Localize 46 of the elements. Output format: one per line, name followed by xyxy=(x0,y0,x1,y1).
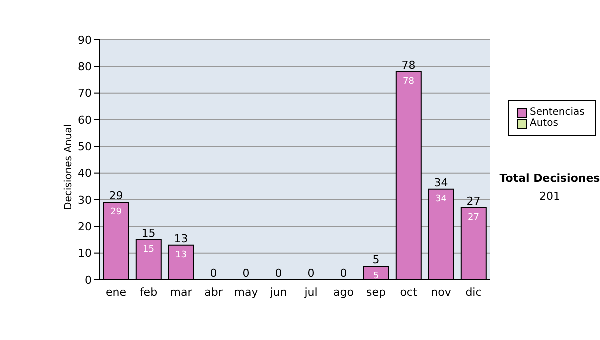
total-label: 0 xyxy=(308,267,315,280)
y-tick-label: 0 xyxy=(85,274,92,287)
total-label: 78 xyxy=(402,59,416,72)
x-tick-label: abr xyxy=(204,286,224,299)
x-tick-label: dic xyxy=(466,286,482,299)
y-tick-label: 30 xyxy=(78,194,92,207)
x-tick-label: sep xyxy=(366,286,386,299)
data-label: 15 xyxy=(143,245,154,255)
data-label: 5 xyxy=(373,272,380,282)
y-tick-label: 50 xyxy=(78,140,92,154)
x-tick-label: may xyxy=(234,286,259,299)
total-label: 13 xyxy=(174,232,188,246)
legend-label: Autos xyxy=(530,118,558,129)
total-label: 5 xyxy=(372,254,380,267)
y-tick-label: 20 xyxy=(78,220,92,234)
x-tick-label: mar xyxy=(170,286,193,299)
total-label: 27 xyxy=(466,195,481,208)
total-label: 0 xyxy=(242,267,250,280)
total-label: 0 xyxy=(210,267,218,280)
data-label: 13 xyxy=(176,250,187,260)
text: 201 xyxy=(538,190,562,203)
total-label: 34 xyxy=(434,176,448,190)
data-label: 27 xyxy=(468,213,480,223)
x-tick-label: oct xyxy=(400,286,418,299)
y-tick-label: 90 xyxy=(78,34,92,47)
x-tick-label: ene xyxy=(106,286,127,299)
x-tick-label: ago xyxy=(334,286,354,299)
total-label: 29 xyxy=(109,190,124,203)
data-label: 34 xyxy=(436,194,448,204)
y-axis-title: Decisiones Anual xyxy=(64,124,75,210)
y-tick-label: 80 xyxy=(78,60,92,74)
y-tick-label: 60 xyxy=(78,114,92,127)
data-label: 29 xyxy=(110,208,122,218)
x-tick-label: jun xyxy=(269,286,288,299)
total-label: 0 xyxy=(340,267,348,280)
x-tick-label: nov xyxy=(431,286,452,299)
y-tick-label: 40 xyxy=(78,167,92,180)
legend-label: Sentencias xyxy=(530,107,585,118)
y-tick-label: 10 xyxy=(78,247,92,260)
x-tick-label: feb xyxy=(140,286,158,299)
total-label: 15 xyxy=(142,227,156,240)
data-label: 78 xyxy=(403,77,415,87)
y-tick-label: 70 xyxy=(78,87,92,100)
x-tick-label: jul xyxy=(304,286,318,299)
text: Total Decisiones xyxy=(498,172,600,185)
total-label: 0 xyxy=(275,267,282,280)
